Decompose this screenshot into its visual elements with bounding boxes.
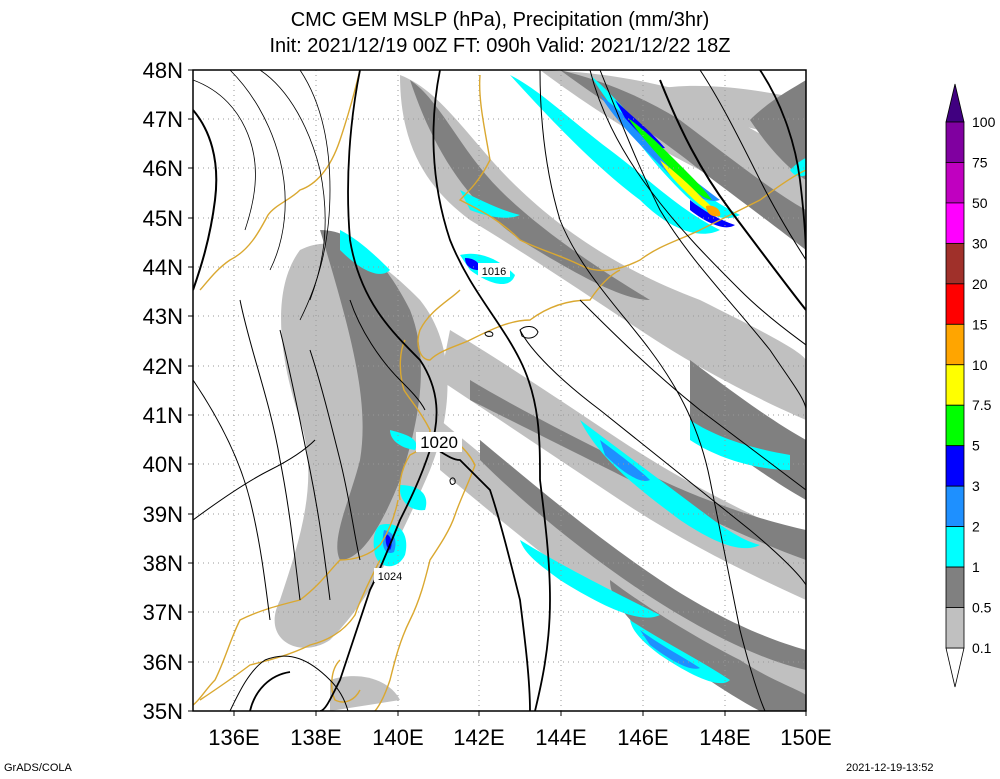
colorbar-label: 2 [972,519,980,535]
colorbar-segment [945,566,965,608]
footer-software: GrADS/COLA [4,762,72,774]
lat-label-35n: 35N [143,699,183,724]
lat-label-36n: 36N [143,650,183,675]
lon-label-146e: 146E [617,725,668,750]
colorbar-label: 75 [972,154,988,170]
colorbar-label: 7.5 [972,397,992,413]
colorbar-label: 100 [972,114,996,130]
colorbar-label: 1 [972,559,980,575]
colorbar-segment [945,404,965,447]
colorbar-label: 3 [972,478,980,494]
colorbar-label: 0.5 [972,600,992,616]
lat-label-41n: 41N [143,403,183,428]
colorbar-label: 5 [972,438,980,454]
lat-label-38n: 38N [143,551,183,576]
lat-label-39n: 39N [143,502,183,527]
colorbar-top-arrow [945,83,965,123]
lat-label-45n: 45N [143,206,183,231]
colorbar-segment [945,121,965,163]
colorbar-segment [945,283,965,325]
lat-label-48n: 48N [143,58,183,83]
map-title-line-1: CMC GEM MSLP (hPa), Precipitation (mm/3h… [290,9,710,31]
longitude-labels: 136E 138E 140E 142E 144E 146E 148E 150E [208,725,831,750]
colorbar-segment [945,242,965,285]
colorbar-segment [945,445,965,487]
lat-label-44n: 44N [143,255,183,280]
isobar-label-1016: 1016 [482,266,506,278]
map-frame [192,69,807,712]
axis-ticks [188,69,807,716]
lon-label-140e: 140E [372,725,423,750]
colorbar: 100 75 50 30 20 15 10 7.5 5 3 2 1 0.5 0.1 [945,83,996,688]
lat-label-40n: 40N [143,452,183,477]
lat-label-43n: 43N [143,304,183,329]
lat-label-47n: 47N [143,107,183,132]
lon-label-142e: 142E [453,725,504,750]
latitude-labels: 48N 47N 46N 45N 44N 43N 42N 41N 40N 39N … [143,58,183,724]
lon-label-138e: 138E [290,725,341,750]
lon-label-136e: 136E [208,725,259,750]
colorbar-segment [945,485,965,528]
footer-timestamp: 2021-12-19-13:52 [846,762,934,774]
isobar-label-1024: 1024 [378,571,402,583]
isobar-labels: 1016 1020 1024 [374,263,510,583]
colorbar-segment [945,202,965,244]
lat-label-42n: 42N [143,354,183,379]
lat-label-46n: 46N [143,156,183,181]
colorbar-segment [945,162,965,204]
map-title-line-2: Init: 2021/12/19 00Z FT: 090h Valid: 202… [269,35,731,57]
colorbar-label: 30 [972,235,988,251]
lat-label-37n: 37N [143,600,183,625]
colorbar-label: 20 [972,276,988,292]
colorbar-label: 0.1 [972,640,992,656]
graticule [193,70,806,711]
colorbar-segment [945,607,965,649]
isobar-label-1020: 1020 [420,433,458,452]
colorbar-label: 15 [972,316,988,332]
colorbar-label: 10 [972,357,988,373]
colorbar-bottom-arrow [945,647,965,688]
coastline [193,70,806,711]
lon-label-148e: 148E [699,725,750,750]
colorbar-label: 50 [972,195,988,211]
colorbar-segment [945,526,965,568]
colorbar-segment [945,323,965,366]
lon-label-150e: 150E [780,725,831,750]
precipitation-field [274,70,806,711]
colorbar-segment [945,364,965,406]
lon-label-144e: 144E [535,725,586,750]
